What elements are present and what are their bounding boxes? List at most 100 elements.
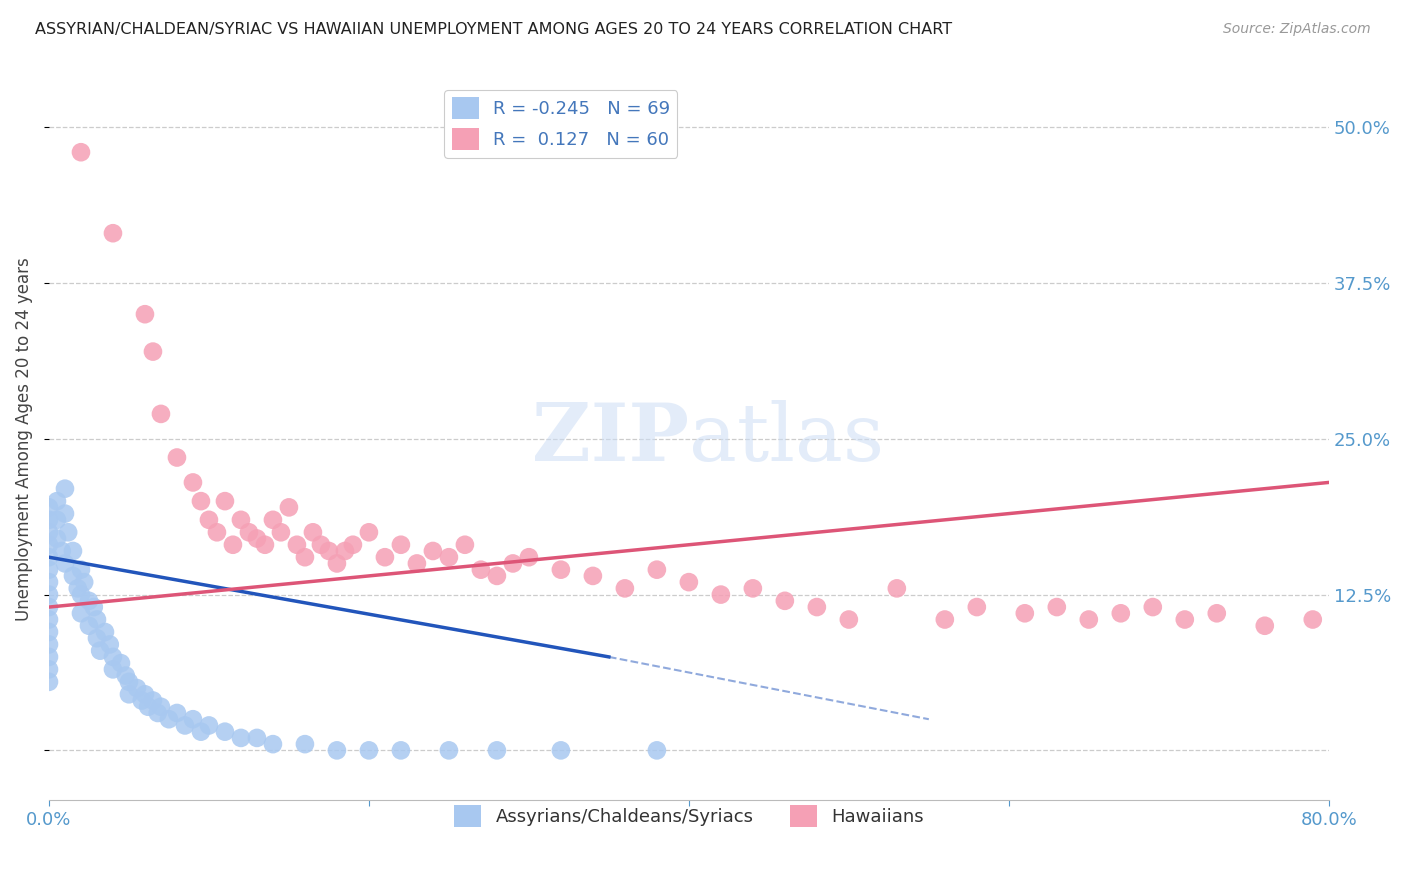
- Point: [38, 538, 60, 552]
- Point: [222, 538, 245, 552]
- Text: ASSYRIAN/CHALDEAN/SYRIAC VS HAWAIIAN UNEMPLOYMENT AMONG AGES 20 TO 24 YEARS CORR: ASSYRIAN/CHALDEAN/SYRIAC VS HAWAIIAN UNE…: [35, 22, 952, 37]
- Point: [613, 582, 636, 596]
- Point: [437, 550, 460, 565]
- Point: [517, 550, 540, 565]
- Point: [86, 613, 108, 627]
- Point: [66, 582, 89, 596]
- Point: [77, 594, 100, 608]
- Point: [214, 494, 236, 508]
- Point: [166, 706, 188, 720]
- Point: [51, 544, 73, 558]
- Point: [134, 687, 156, 701]
- Point: [89, 643, 111, 657]
- Point: [773, 594, 796, 608]
- Point: [374, 550, 396, 565]
- Point: [198, 718, 221, 732]
- Point: [294, 550, 316, 565]
- Point: [190, 724, 212, 739]
- Point: [146, 706, 169, 720]
- Point: [70, 563, 93, 577]
- Point: [56, 525, 79, 540]
- Point: [278, 500, 301, 515]
- Point: [246, 532, 269, 546]
- Point: [326, 743, 349, 757]
- Point: [550, 563, 572, 577]
- Point: [1142, 600, 1164, 615]
- Point: [38, 588, 60, 602]
- Point: [53, 482, 76, 496]
- Point: [934, 613, 956, 627]
- Point: [46, 513, 69, 527]
- Point: [131, 693, 153, 707]
- Point: [253, 538, 276, 552]
- Point: [342, 538, 364, 552]
- Point: [62, 544, 84, 558]
- Point: [389, 538, 412, 552]
- Point: [70, 145, 93, 160]
- Point: [38, 525, 60, 540]
- Point: [262, 513, 284, 527]
- Point: [1046, 600, 1069, 615]
- Point: [181, 475, 204, 490]
- Point: [886, 582, 908, 596]
- Point: [94, 625, 117, 640]
- Point: [1174, 613, 1197, 627]
- Point: [302, 525, 325, 540]
- Point: [1254, 619, 1277, 633]
- Point: [149, 407, 172, 421]
- Legend: Assyrians/Chaldeans/Syriacs, Hawaiians: Assyrians/Chaldeans/Syriacs, Hawaiians: [447, 798, 931, 835]
- Point: [357, 743, 380, 757]
- Point: [318, 544, 340, 558]
- Point: [149, 699, 172, 714]
- Point: [406, 557, 429, 571]
- Point: [1109, 607, 1132, 621]
- Point: [357, 525, 380, 540]
- Point: [136, 699, 159, 714]
- Point: [1014, 607, 1036, 621]
- Point: [422, 544, 444, 558]
- Point: [98, 637, 121, 651]
- Point: [38, 625, 60, 640]
- Point: [38, 674, 60, 689]
- Point: [83, 600, 105, 615]
- Point: [238, 525, 260, 540]
- Point: [229, 513, 252, 527]
- Point: [142, 344, 165, 359]
- Point: [205, 525, 228, 540]
- Point: [678, 575, 700, 590]
- Point: [437, 743, 460, 757]
- Point: [1302, 613, 1324, 627]
- Point: [645, 743, 668, 757]
- Point: [294, 737, 316, 751]
- Point: [38, 513, 60, 527]
- Point: [38, 637, 60, 651]
- Point: [38, 575, 60, 590]
- Point: [114, 668, 136, 682]
- Point: [38, 550, 60, 565]
- Y-axis label: Unemployment Among Ages 20 to 24 years: Unemployment Among Ages 20 to 24 years: [15, 257, 32, 621]
- Point: [214, 724, 236, 739]
- Point: [806, 600, 828, 615]
- Point: [118, 674, 141, 689]
- Point: [470, 563, 492, 577]
- Text: Source: ZipAtlas.com: Source: ZipAtlas.com: [1223, 22, 1371, 37]
- Point: [190, 494, 212, 508]
- Point: [70, 607, 93, 621]
- Point: [389, 743, 412, 757]
- Point: [62, 569, 84, 583]
- Point: [38, 600, 60, 615]
- Point: [70, 588, 93, 602]
- Point: [46, 532, 69, 546]
- Point: [101, 649, 124, 664]
- Point: [142, 693, 165, 707]
- Point: [309, 538, 332, 552]
- Point: [38, 613, 60, 627]
- Point: [53, 557, 76, 571]
- Point: [198, 513, 221, 527]
- Point: [502, 557, 524, 571]
- Point: [229, 731, 252, 745]
- Point: [645, 563, 668, 577]
- Point: [157, 712, 180, 726]
- Point: [262, 737, 284, 751]
- Point: [38, 649, 60, 664]
